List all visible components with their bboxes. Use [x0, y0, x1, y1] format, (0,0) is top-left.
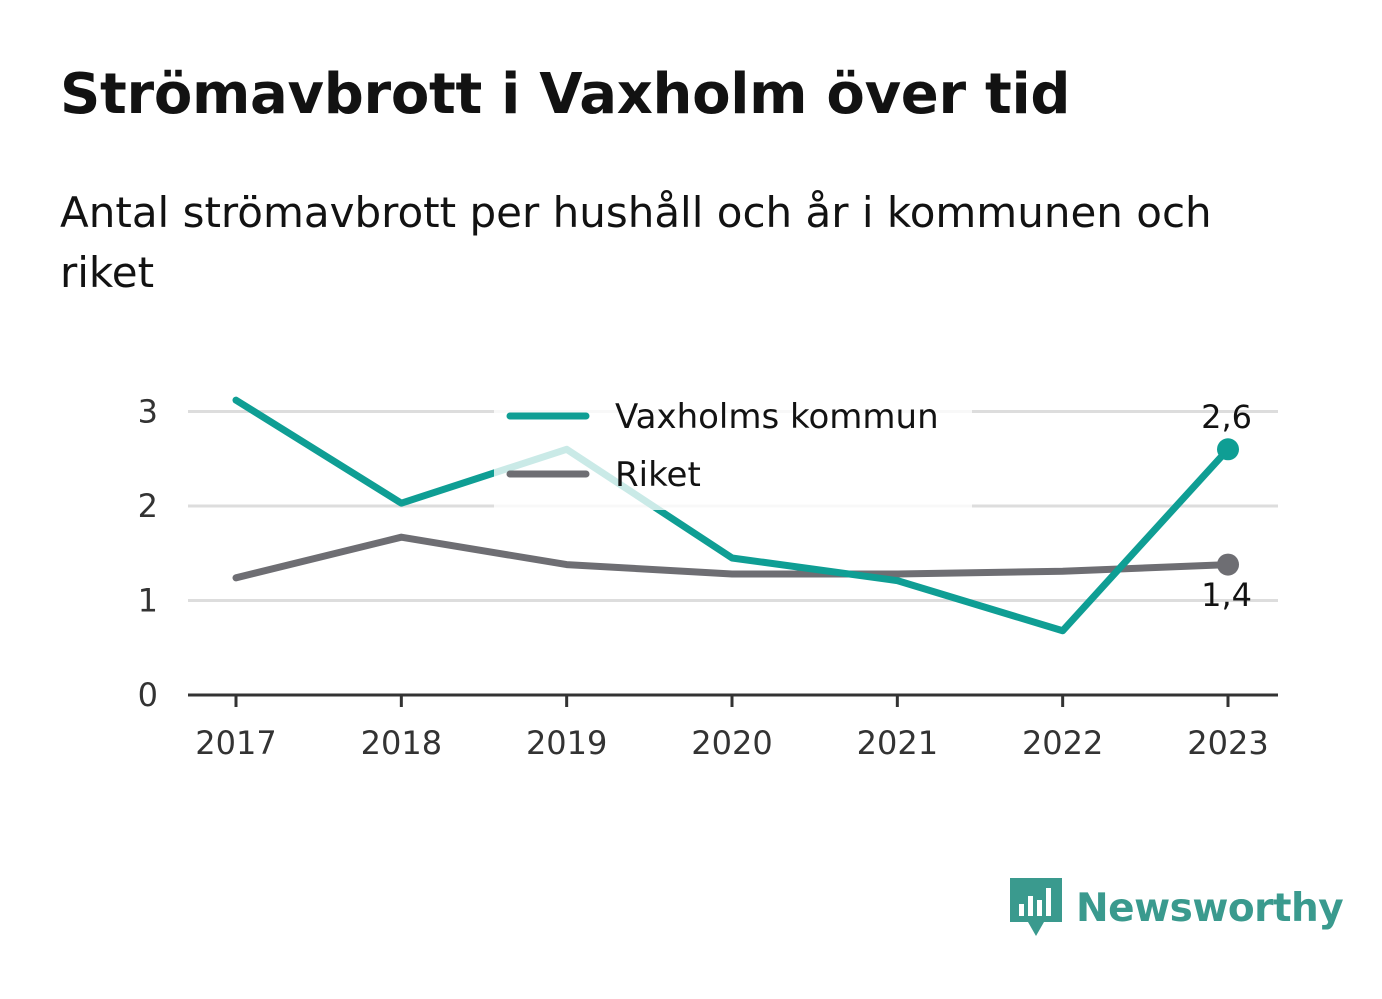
legend-background: [494, 382, 972, 510]
x-tick-label: 2023: [1187, 724, 1268, 762]
end-point-riket: [1217, 553, 1239, 576]
x-tick-label: 2022: [1022, 724, 1103, 762]
y-tick-label: 0: [138, 676, 158, 714]
legend-label: Vaxholms kommun: [615, 397, 939, 437]
end-label-kommun: 2,6: [1201, 398, 1252, 436]
y-tick-label: 2: [138, 487, 158, 525]
x-tick-label: 2021: [857, 724, 938, 762]
x-tick-label: 2017: [195, 724, 276, 762]
chart-title: Strömavbrott i Vaxholm över tid: [60, 62, 1071, 127]
y-tick-label: 3: [138, 393, 158, 431]
series-line-riket: [232, 533, 1232, 582]
y-tick-label: 1: [138, 582, 158, 620]
x-tick-label: 2019: [526, 724, 607, 762]
newsworthy-logo-icon: [1010, 878, 1062, 936]
legend: Vaxholms kommun Riket: [494, 382, 972, 510]
legend-label: Riket: [615, 455, 701, 495]
x-tick-label: 2018: [361, 724, 442, 762]
newsworthy-logo: Newsworthy: [1010, 878, 1344, 938]
end-point-kommun: [1217, 438, 1239, 461]
newsworthy-wordmark: Newsworthy: [1076, 885, 1344, 931]
x-tick-label: 2020: [691, 724, 772, 762]
series-lines: [232, 396, 1239, 635]
end-labels: 2,6 1,4: [1201, 398, 1252, 614]
x-axis: 2017 2018 2019 2020 2021 2022 2023: [188, 693, 1278, 762]
series-line-kommun: [232, 396, 1232, 635]
chart-subtitle: Antal strömavbrott per hushåll och år i …: [60, 188, 1212, 297]
end-label-riket: 1,4: [1201, 576, 1252, 614]
